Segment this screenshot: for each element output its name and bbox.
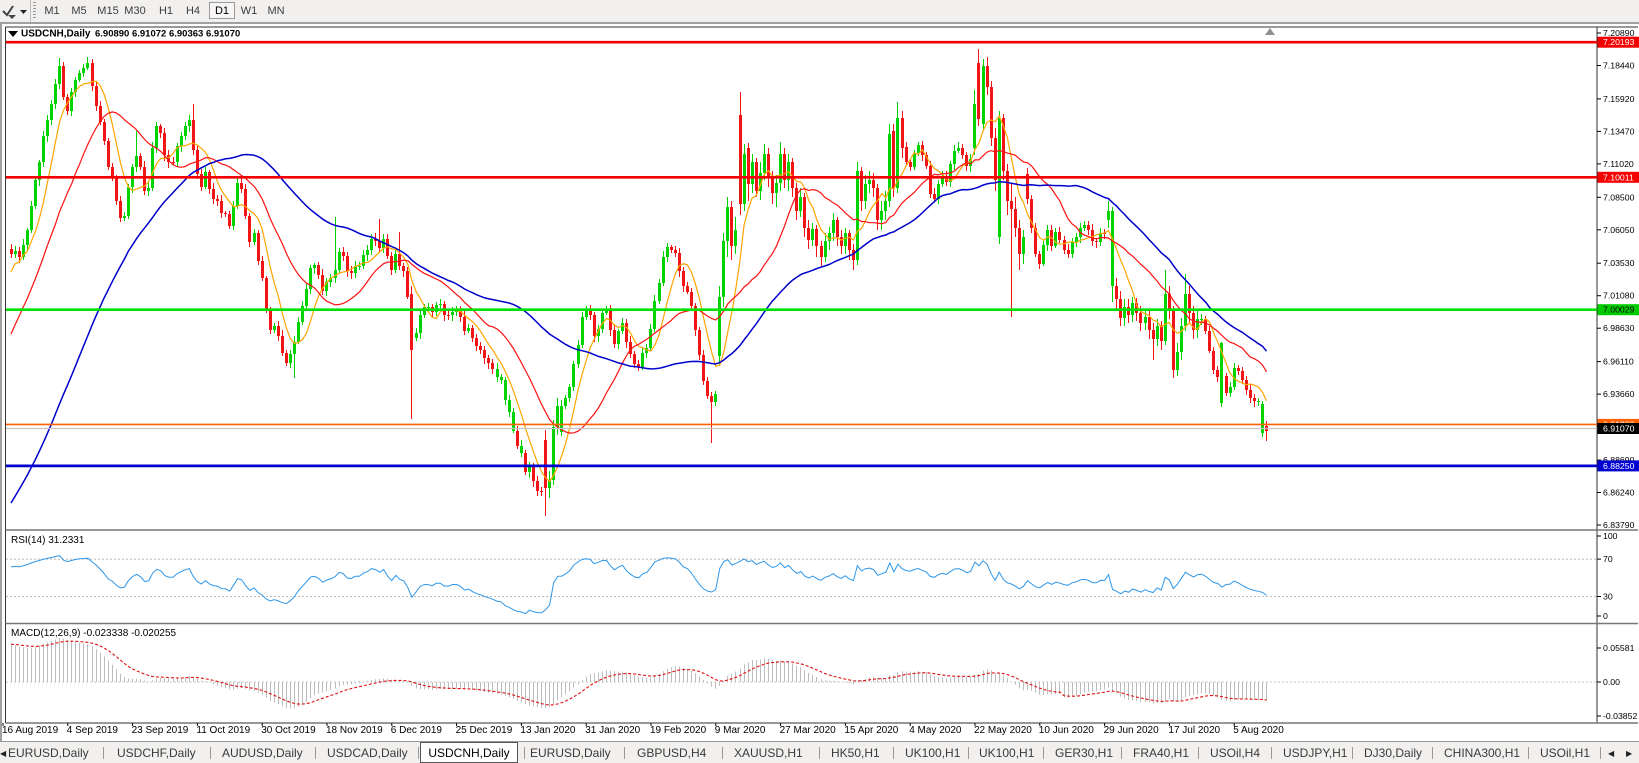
svg-text:-0.03852: -0.03852 (1603, 711, 1637, 721)
svg-text:6.91070: 6.91070 (1603, 424, 1635, 434)
svg-text:7.20890: 7.20890 (1603, 28, 1635, 38)
svg-text:17 Jul 2020: 17 Jul 2020 (1168, 725, 1220, 736)
svg-text:31 Jan 2020: 31 Jan 2020 (585, 725, 640, 736)
svg-text:6.83790: 6.83790 (1603, 520, 1635, 530)
svg-text:13 Jan 2020: 13 Jan 2020 (520, 725, 575, 736)
svg-text:15 Apr 2020: 15 Apr 2020 (844, 725, 898, 736)
svg-text:7.06050: 7.06050 (1603, 225, 1635, 235)
svg-text:10 Jun 2020: 10 Jun 2020 (1039, 725, 1094, 736)
svg-text:100: 100 (1603, 531, 1618, 541)
svg-text:7.03530: 7.03530 (1603, 258, 1635, 268)
svg-text:6.93660: 6.93660 (1603, 389, 1635, 399)
svg-text:7.18440: 7.18440 (1603, 61, 1635, 71)
svg-text:7.00029: 7.00029 (1603, 305, 1635, 315)
svg-text:7.20193: 7.20193 (1603, 37, 1635, 47)
svg-text:7.10011: 7.10011 (1603, 172, 1634, 182)
svg-text:22 May 2020: 22 May 2020 (974, 725, 1032, 736)
svg-text:6.88690: 6.88690 (1603, 455, 1635, 465)
svg-text:0.05581: 0.05581 (1603, 643, 1635, 653)
svg-text:4 Sep 2019: 4 Sep 2019 (67, 725, 119, 736)
svg-text:4 May 2020: 4 May 2020 (909, 725, 962, 736)
svg-text:MACD(12,26,9) -0.023338 -0.020: MACD(12,26,9) -0.023338 -0.020255 (11, 628, 177, 639)
svg-text:27 Mar 2020: 27 Mar 2020 (780, 725, 837, 736)
svg-text:6.96110: 6.96110 (1603, 357, 1634, 367)
svg-text:11 Oct 2019: 11 Oct 2019 (196, 725, 250, 736)
svg-text:16 Aug 2019: 16 Aug 2019 (2, 725, 59, 736)
svg-text:RSI(14) 31.2331: RSI(14) 31.2331 (11, 535, 85, 546)
svg-text:23 Sep 2019: 23 Sep 2019 (132, 725, 189, 736)
svg-text:25 Dec 2019: 25 Dec 2019 (456, 725, 513, 736)
svg-text:7.08500: 7.08500 (1603, 192, 1635, 202)
svg-text:29 Jun 2020: 29 Jun 2020 (1104, 725, 1159, 736)
svg-text:6.98630: 6.98630 (1603, 323, 1635, 333)
svg-text:USDCNH,Daily: USDCNH,Daily (21, 29, 91, 40)
svg-text:9 Mar 2020: 9 Mar 2020 (715, 725, 766, 736)
svg-text:19 Feb 2020: 19 Feb 2020 (650, 725, 707, 736)
svg-text:18 Nov 2019: 18 Nov 2019 (326, 725, 383, 736)
svg-text:6.86240: 6.86240 (1603, 488, 1635, 498)
svg-text:30: 30 (1603, 592, 1613, 602)
svg-text:70: 70 (1603, 554, 1613, 564)
svg-text:7.15920: 7.15920 (1603, 94, 1635, 104)
svg-text:6.88250: 6.88250 (1603, 461, 1635, 471)
svg-text:7.11020: 7.11020 (1603, 159, 1634, 169)
svg-text:0: 0 (1603, 611, 1608, 621)
svg-text:6.90890 6.91072 6.90363 6.9107: 6.90890 6.91072 6.90363 6.91070 (95, 29, 240, 40)
svg-text:0.00: 0.00 (1603, 677, 1620, 687)
svg-text:7.13470: 7.13470 (1603, 126, 1635, 136)
svg-text:5 Aug 2020: 5 Aug 2020 (1233, 725, 1284, 736)
svg-text:30 Oct 2019: 30 Oct 2019 (261, 725, 316, 736)
svg-text:7.01080: 7.01080 (1603, 291, 1635, 301)
svg-text:6 Dec 2019: 6 Dec 2019 (391, 725, 443, 736)
